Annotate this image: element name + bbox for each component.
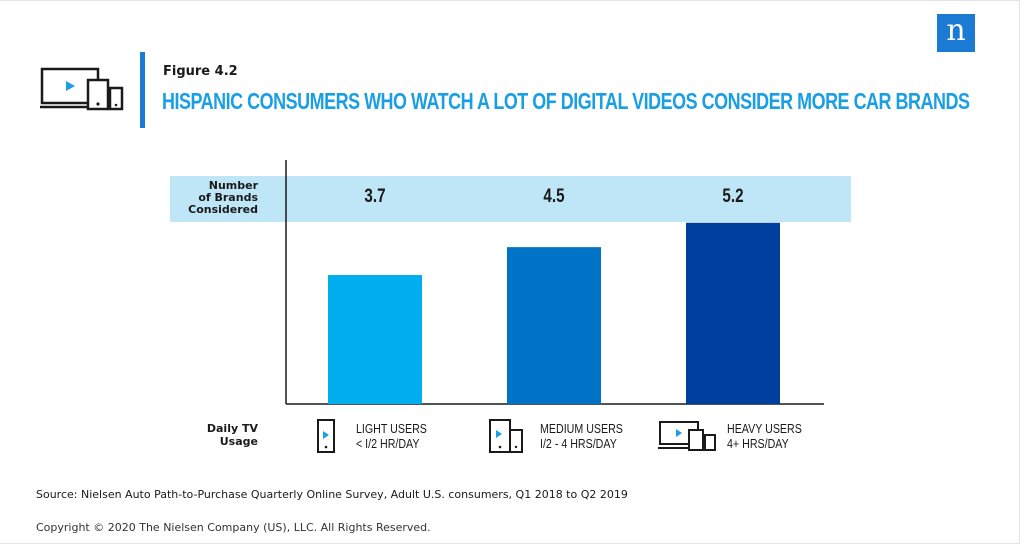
band-label-line: Considered <box>188 203 258 216</box>
usage-label-line: Daily TV <box>206 422 258 435</box>
daily-tv-usage-label: Daily TV Usage <box>176 422 258 448</box>
tv-tablet-phone-icon <box>658 421 716 451</box>
bar-medium-users <box>507 247 601 404</box>
brands-considered-band <box>170 176 851 222</box>
category-range: 4+ HRS/DAY <box>727 436 789 451</box>
nielsen-logo: n <box>937 14 975 52</box>
phone-icon <box>317 419 335 453</box>
category-label-heavy: HEAVY USERS 4+ HRS/DAY <box>727 421 802 451</box>
data-label-light: 3.7 <box>364 186 386 207</box>
bar-heavy-users <box>686 222 780 404</box>
copyright-note: Copyright © 2020 The Nielsen Company (US… <box>36 521 431 534</box>
usage-label-line: Usage <box>219 435 258 448</box>
category-label-light: LIGHT USERS < I/2 HR/DAY <box>356 421 427 451</box>
data-label-medium: 4.5 <box>543 186 565 207</box>
category-name: HEAVY USERS <box>727 421 802 436</box>
bar-light-users <box>328 275 422 404</box>
band-label-line: of Brands <box>198 191 258 204</box>
title-accent-bar <box>140 52 145 128</box>
category-range: I/2 - 4 HRS/DAY <box>540 436 617 451</box>
data-label-heavy: 5.2 <box>722 186 744 207</box>
brands-considered-label: Number of Brands Considered <box>176 180 258 216</box>
phone-tablet-icon <box>489 419 523 453</box>
devices-icon <box>40 67 124 111</box>
category-range: < I/2 HR/DAY <box>356 436 420 451</box>
band-label-line: Number <box>208 179 258 192</box>
figure-label: Figure 4.2 <box>163 64 238 79</box>
category-name: MEDIUM USERS <box>540 421 623 436</box>
category-name: LIGHT USERS <box>356 421 427 436</box>
category-label-medium: MEDIUM USERS I/2 - 4 HRS/DAY <box>540 421 623 451</box>
source-note: Source: Nielsen Auto Path-to-Purchase Qu… <box>36 488 628 501</box>
chart-title: HISPANIC CONSUMERS WHO WATCH A LOT OF DI… <box>162 88 970 114</box>
